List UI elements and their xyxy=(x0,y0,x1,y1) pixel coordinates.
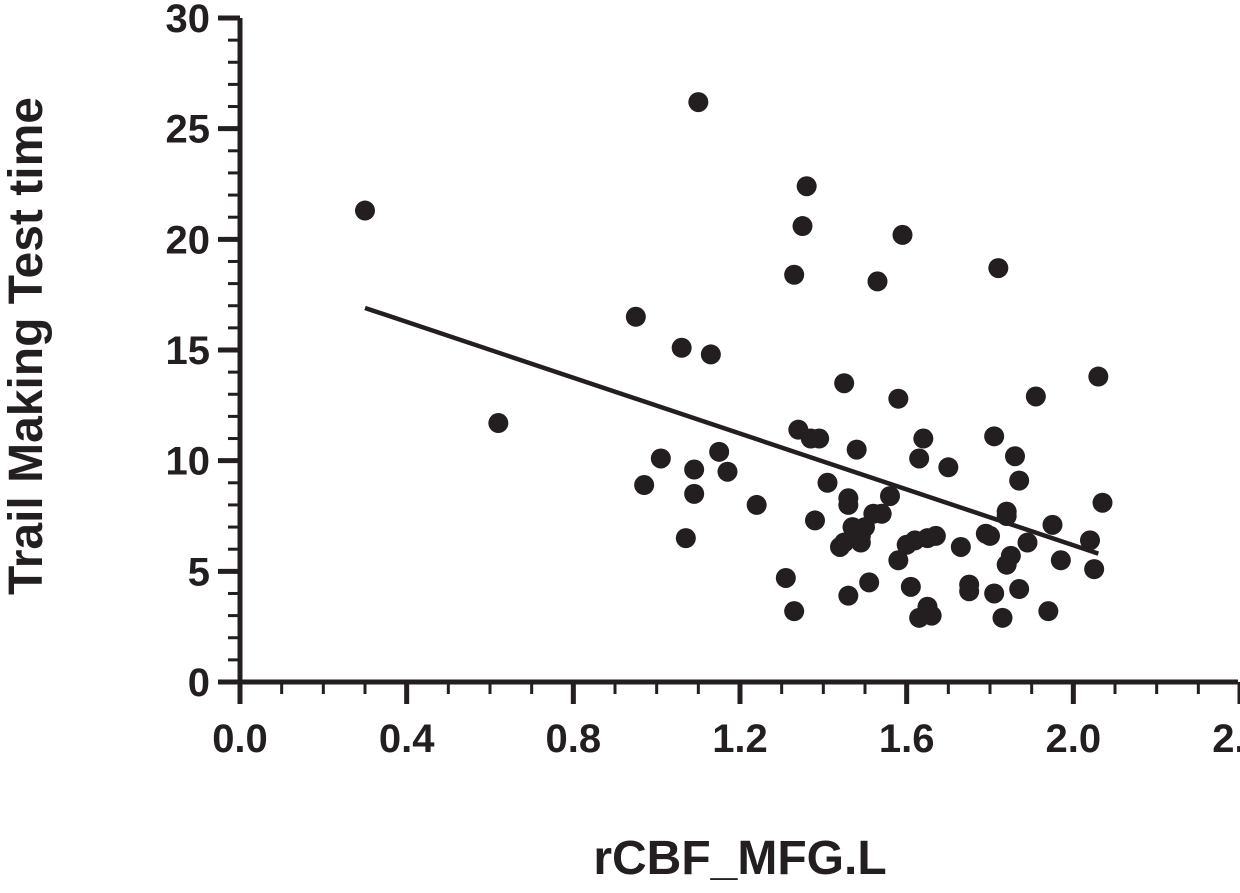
data-point xyxy=(913,428,934,449)
x-tick-label: 0.4 xyxy=(379,717,435,761)
data-point xyxy=(892,224,913,245)
regression-line-group xyxy=(364,305,1100,556)
x-tick-label: 2.4 xyxy=(1212,717,1240,761)
y-tick-label: 25 xyxy=(166,108,211,152)
data-point xyxy=(488,413,509,434)
data-point xyxy=(938,457,959,478)
data-point xyxy=(950,536,971,557)
data-point xyxy=(717,461,738,482)
data-point xyxy=(805,510,825,531)
data-point xyxy=(688,92,709,113)
data-point xyxy=(871,503,892,524)
data-point xyxy=(1038,601,1059,622)
data-point xyxy=(900,576,921,597)
data-point xyxy=(671,337,692,358)
x-axis-title: rCBF_MFG.L xyxy=(593,832,886,885)
data-point xyxy=(959,581,980,602)
data-point xyxy=(1084,559,1105,580)
data-point xyxy=(650,448,671,469)
data-point xyxy=(1080,530,1100,551)
data-point xyxy=(888,388,909,409)
data-point xyxy=(784,264,805,285)
data-point xyxy=(1017,532,1038,553)
data-point xyxy=(880,486,900,507)
data-point xyxy=(684,483,705,504)
data-point xyxy=(796,176,817,197)
data-point xyxy=(1025,386,1046,407)
data-point xyxy=(992,607,1013,628)
data-point xyxy=(1092,492,1113,513)
data-point xyxy=(1009,579,1030,600)
y-axis-title: Trail Making Test time xyxy=(0,97,53,595)
x-tick-label: 1.6 xyxy=(879,717,935,761)
data-point xyxy=(834,532,855,553)
y-tick-label: 5 xyxy=(188,550,210,594)
x-tick-label: 2.0 xyxy=(1046,717,1102,761)
data-point xyxy=(1000,545,1021,566)
data-point xyxy=(838,494,859,515)
data-point xyxy=(700,344,721,365)
data-point xyxy=(925,525,946,546)
regression-line xyxy=(364,305,1100,556)
x-tick-label: 1.2 xyxy=(712,717,768,761)
data-point xyxy=(980,525,1000,546)
data-point xyxy=(675,528,696,549)
data-point xyxy=(1050,550,1071,571)
data-point xyxy=(809,428,830,449)
data-point xyxy=(625,306,646,327)
y-tick-label: 30 xyxy=(166,0,211,41)
data-point xyxy=(709,441,730,462)
y-tick-label: 20 xyxy=(166,218,211,262)
data-point xyxy=(838,585,859,606)
data-point xyxy=(834,373,855,394)
y-tick-label: 0 xyxy=(188,661,210,705)
data-point xyxy=(784,601,805,622)
y-tick-label: 10 xyxy=(166,440,211,484)
data-point xyxy=(909,448,930,469)
data-point xyxy=(792,216,813,237)
data-point xyxy=(859,572,880,593)
data-point xyxy=(988,258,1009,279)
data-point xyxy=(984,426,1005,447)
data-points xyxy=(355,92,1113,628)
data-point xyxy=(1042,514,1063,535)
data-point xyxy=(867,271,888,292)
data-point xyxy=(846,439,867,460)
data-point xyxy=(984,583,1005,604)
data-point xyxy=(817,472,838,493)
data-point xyxy=(1005,446,1025,467)
data-point xyxy=(775,567,796,588)
data-point xyxy=(1009,470,1030,491)
x-tick-label: 0.8 xyxy=(546,717,602,761)
data-point xyxy=(996,501,1017,522)
x-tick-label: 0.0 xyxy=(212,717,268,761)
data-point xyxy=(684,459,705,480)
data-point xyxy=(921,605,942,626)
y-tick-label: 15 xyxy=(166,329,211,373)
axes xyxy=(218,15,1240,704)
data-point xyxy=(355,200,375,221)
data-point xyxy=(746,494,767,515)
data-point xyxy=(1088,366,1109,387)
data-point xyxy=(634,475,655,496)
data-point xyxy=(888,550,909,571)
